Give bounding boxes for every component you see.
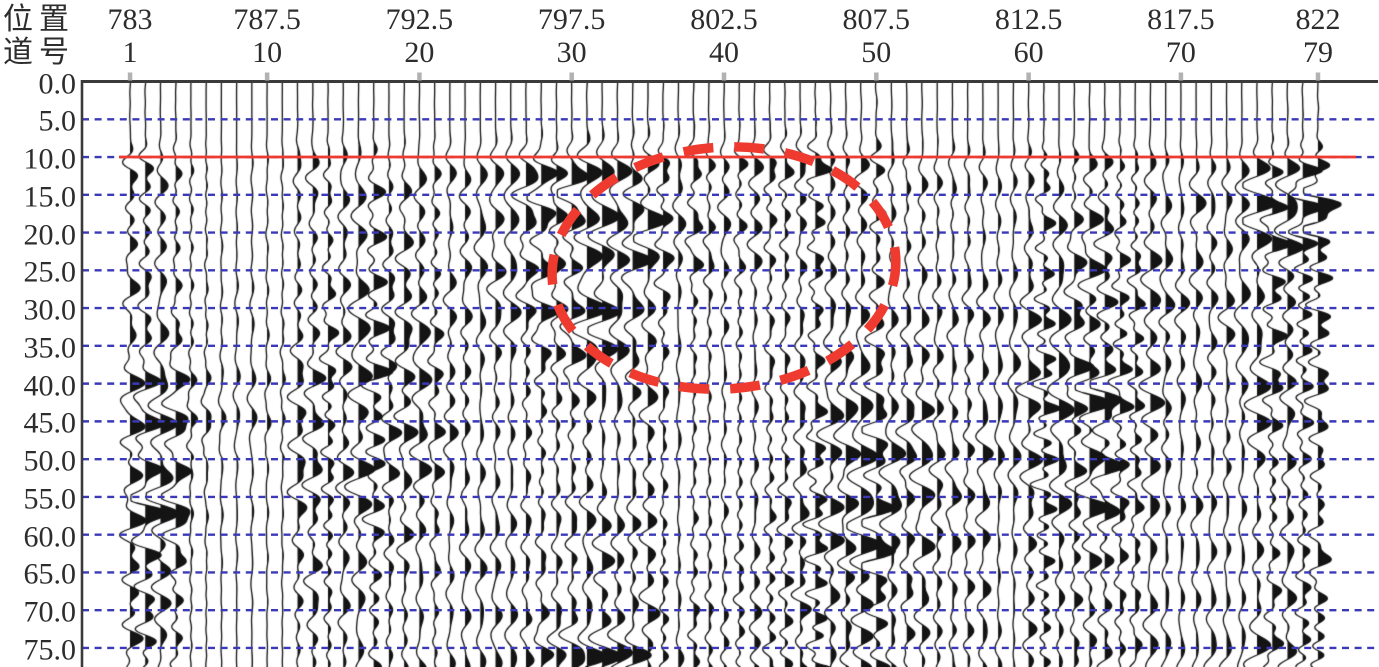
time-tick-label: 10.0	[23, 142, 77, 176]
position-tick-label: 792.5	[385, 3, 454, 36]
top-axis-tick-mark	[1026, 72, 1031, 81]
position-tick-label: 807.5	[842, 3, 911, 36]
trace-axis-title: 道号	[3, 36, 75, 69]
trace-tick-label: 20	[404, 36, 435, 69]
position-tick-label: 783	[107, 3, 153, 36]
top-axis-tick-mark	[1315, 72, 1321, 81]
trace-tick-label: 1	[122, 36, 138, 69]
top-axis-tick-mark	[264, 72, 270, 81]
top-axis-tick-mark	[417, 72, 422, 81]
position-axis-title: 位置	[3, 3, 75, 36]
time-tick-label: 25.0	[23, 255, 77, 289]
top-axis-tick-mark	[874, 72, 879, 81]
trace-tick-label: 30	[556, 36, 587, 69]
top-axis-tick-mark	[127, 72, 133, 81]
time-tick-label: 55.0	[23, 482, 77, 516]
time-tick-label: 60.0	[23, 520, 77, 554]
time-tick-label: 50.0	[23, 444, 77, 478]
position-tick-label: 812.5	[994, 3, 1063, 36]
time-tick-label: 15.0	[23, 180, 77, 214]
position-tick-label: 817.5	[1147, 3, 1215, 36]
top-axis-tick-mark	[1178, 72, 1184, 81]
time-tick-label: 70.0	[23, 595, 77, 629]
position-tick-label: 802.5	[690, 3, 758, 36]
time-tick-label: 5.0	[38, 104, 77, 138]
time-tick-label: 35.0	[23, 331, 77, 365]
position-tick-label: 822	[1295, 3, 1341, 36]
time-tick-label: 20.0	[23, 218, 77, 252]
time-tick-label: 30.0	[23, 293, 77, 327]
time-tick-label: 65.0	[23, 557, 77, 591]
time-tick-label: 45.0	[23, 406, 77, 440]
position-tick-label: 797.5	[537, 3, 606, 36]
top-axis-tick-mark	[721, 72, 727, 81]
position-tick-label: 787.5	[233, 3, 301, 36]
time-tick-label: 40.0	[23, 369, 77, 403]
trace-tick-label: 50	[861, 36, 892, 69]
anomaly-highlight-ellipse	[547, 142, 901, 394]
time-tick-label: 75.0	[23, 633, 77, 667]
trace-tick-label: 40	[708, 36, 739, 69]
trace-tick-label: 79	[1302, 36, 1333, 69]
trace-tick-label: 10	[252, 36, 283, 69]
time-tick-label: 0.0	[38, 67, 77, 100]
trace-tick-label: 60	[1013, 36, 1044, 69]
top-axis-tick-mark	[569, 72, 574, 81]
trace-tick-label: 70	[1165, 36, 1196, 69]
